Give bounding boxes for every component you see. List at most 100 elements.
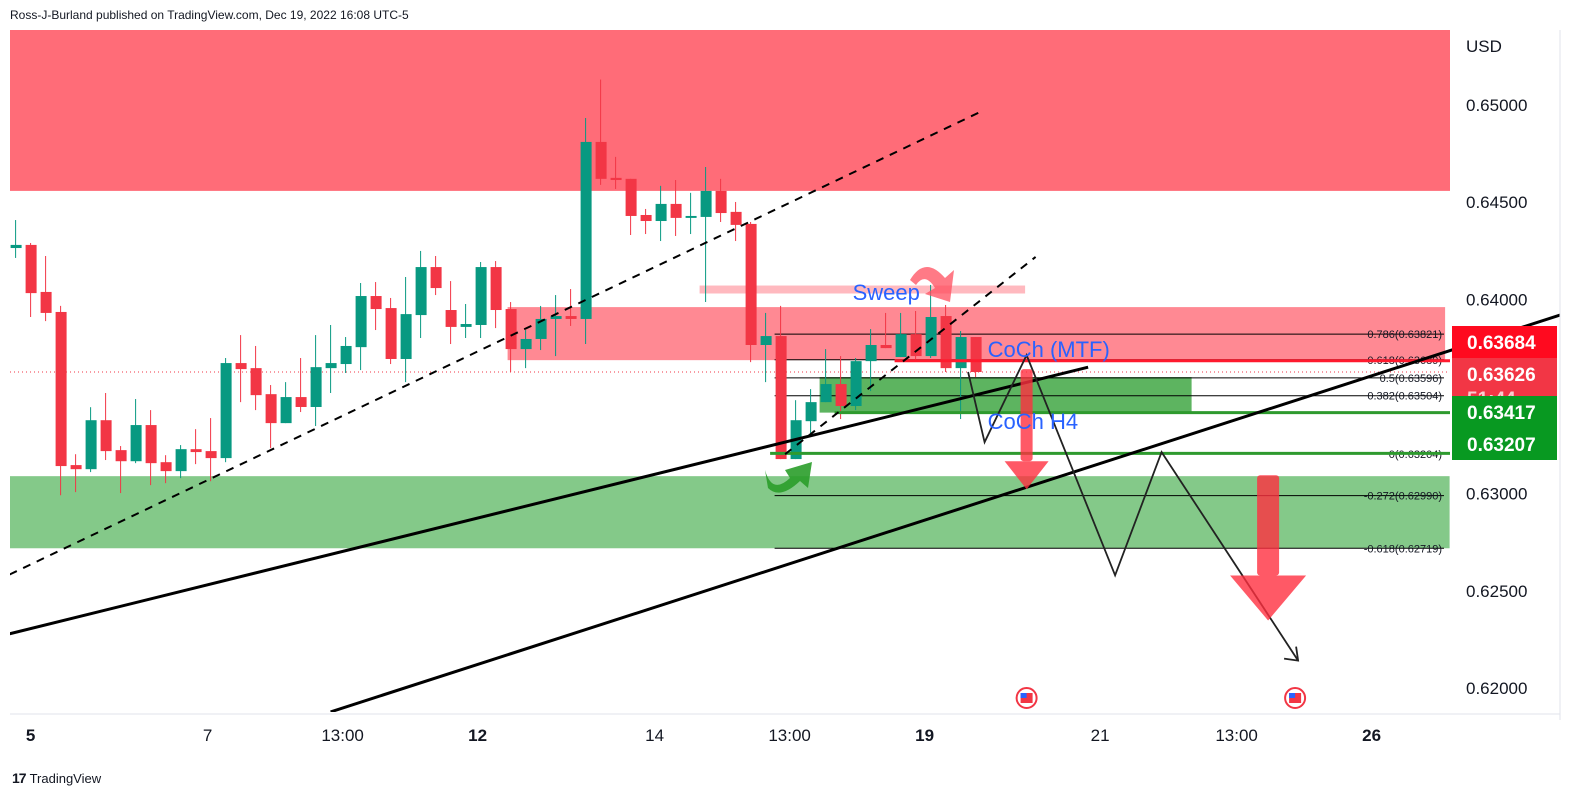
candle-down bbox=[940, 316, 952, 369]
candle-down bbox=[370, 296, 382, 310]
candle-up bbox=[400, 314, 412, 359]
zones-layer bbox=[10, 30, 1450, 549]
candle-down bbox=[565, 316, 577, 319]
arrow-shaft bbox=[1020, 369, 1033, 462]
price-tag-value: 0.63626 bbox=[1467, 365, 1536, 386]
demand-zone-small bbox=[819, 377, 1192, 413]
candle-down bbox=[490, 267, 502, 311]
candle-down bbox=[970, 337, 982, 373]
price-tag-value: 0.63417 bbox=[1467, 403, 1536, 424]
arrow-head-icon bbox=[1283, 646, 1300, 662]
fib-level-label: 0.382(0.63504) bbox=[1367, 391, 1442, 403]
candle-up bbox=[325, 363, 337, 369]
brand-name: TradingView bbox=[29, 770, 102, 786]
fib-level-label: 0.5(0.63596) bbox=[1380, 373, 1442, 385]
projection-path bbox=[967, 352, 1299, 662]
candle-down bbox=[25, 244, 37, 294]
time-tick-label: 13:00 bbox=[321, 726, 364, 745]
candle-down bbox=[640, 214, 652, 222]
candle-down bbox=[670, 203, 682, 218]
trend-line bbox=[10, 365, 1089, 636]
demand-zone-bottom bbox=[10, 476, 1450, 549]
candle-down bbox=[100, 420, 112, 452]
annotation-label: CoCh (MTF) bbox=[988, 337, 1110, 362]
price-tag-value: 0.63684 bbox=[1467, 333, 1536, 354]
time-tick-label: 12 bbox=[468, 726, 487, 745]
tradingview-footer[interactable]: 17 TradingView bbox=[12, 770, 101, 786]
candle-down bbox=[295, 397, 307, 407]
price-tag bbox=[1452, 326, 1557, 358]
candle-down bbox=[775, 336, 787, 460]
candle-down bbox=[160, 462, 172, 472]
time-tick-label: 5 bbox=[26, 726, 35, 745]
candle-up bbox=[130, 425, 142, 462]
annotation-label: CoCh H4 bbox=[988, 409, 1078, 434]
candle-down bbox=[835, 384, 847, 407]
candle-up bbox=[310, 367, 322, 407]
currency-label: USD bbox=[1466, 37, 1502, 56]
candle-up bbox=[895, 334, 907, 358]
candle-up bbox=[460, 324, 472, 327]
candle-up bbox=[355, 296, 367, 348]
time-tick-label: 26 bbox=[1362, 726, 1381, 745]
candle-down bbox=[190, 449, 202, 453]
candle-down bbox=[115, 450, 127, 462]
curved-arrow-up-icon bbox=[765, 462, 812, 493]
candle-down bbox=[265, 394, 277, 424]
time-tick-label: 21 bbox=[1091, 726, 1110, 745]
curved-arrow-down-icon bbox=[910, 266, 954, 302]
candle-up bbox=[700, 190, 712, 217]
candle-up bbox=[415, 267, 427, 316]
candle-down bbox=[250, 368, 262, 396]
candle-up bbox=[535, 318, 547, 339]
axes-layer: USD0.650000.645000.640000.635000.630000.… bbox=[10, 30, 1561, 745]
candle-up bbox=[520, 338, 532, 350]
fib-level-label: 0(0.63204) bbox=[1389, 449, 1442, 461]
candle-down bbox=[145, 425, 157, 464]
fib-level-label: 0.786(0.63821) bbox=[1367, 329, 1442, 341]
candles-layer bbox=[10, 79, 982, 496]
down-arrow-icon bbox=[1230, 575, 1307, 621]
candle-down bbox=[715, 190, 727, 214]
candle-down bbox=[625, 178, 637, 216]
candle-up bbox=[760, 336, 772, 345]
price-tick-label: 0.64000 bbox=[1466, 290, 1527, 309]
candle-up bbox=[655, 203, 667, 222]
candle-down bbox=[70, 465, 82, 470]
tradingview-logo: 17 bbox=[12, 770, 27, 786]
publish-header: Ross-J-Burland published on TradingView.… bbox=[10, 8, 409, 22]
us-flag-canton bbox=[1020, 693, 1027, 698]
candle-up bbox=[850, 361, 862, 407]
sweep-band bbox=[699, 285, 1026, 294]
price-tick-label: 0.63000 bbox=[1466, 485, 1527, 504]
candle-up bbox=[550, 316, 562, 319]
candle-down bbox=[205, 451, 217, 459]
candle-up bbox=[865, 344, 877, 362]
candle-down bbox=[55, 311, 67, 467]
price-tag bbox=[1452, 396, 1557, 428]
candle-up bbox=[175, 449, 187, 472]
fib-level-label: -0.272(0.62990) bbox=[1364, 491, 1442, 503]
time-tick-label: 7 bbox=[203, 726, 212, 745]
down-arrow-icon bbox=[1004, 461, 1049, 490]
candle-up bbox=[820, 384, 832, 403]
time-tick-label: 19 bbox=[915, 726, 934, 745]
candle-up bbox=[280, 397, 292, 424]
candle-down bbox=[445, 310, 457, 327]
fib-level-label: -0.618(0.62719) bbox=[1364, 543, 1442, 555]
time-tick-label: 14 bbox=[645, 726, 664, 745]
candle-up bbox=[85, 420, 97, 470]
candle-up bbox=[955, 337, 967, 369]
candle-up bbox=[580, 141, 592, 319]
candle-down bbox=[505, 309, 517, 350]
candle-up bbox=[925, 317, 937, 357]
price-tick-label: 0.64500 bbox=[1466, 193, 1527, 212]
candle-down bbox=[40, 291, 52, 313]
candle-down bbox=[745, 223, 757, 345]
candle-up bbox=[340, 345, 352, 365]
candle-down bbox=[430, 267, 442, 289]
trend-line bbox=[330, 313, 1560, 712]
candle-down bbox=[385, 308, 397, 359]
price-tag bbox=[1452, 428, 1557, 460]
